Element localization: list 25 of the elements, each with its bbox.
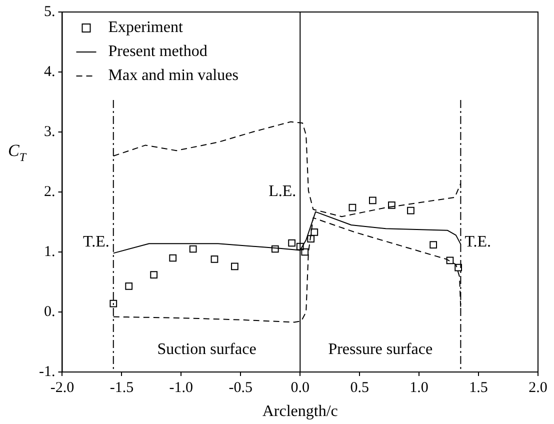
ref-line-label: L.E. bbox=[268, 183, 296, 200]
legend-label: Present method bbox=[108, 43, 208, 60]
x-axis-title: Arclength/c bbox=[262, 403, 338, 420]
annotation: Pressure surface bbox=[328, 341, 433, 358]
ref-line-label: T.E. bbox=[464, 234, 492, 251]
y-tick-label: 1. bbox=[44, 244, 56, 260]
legend-label: Experiment bbox=[108, 19, 184, 36]
x-tick-label: -1.5 bbox=[110, 380, 134, 396]
x-tick-label: 1.0 bbox=[410, 380, 428, 396]
x-tick-label: 0.5 bbox=[350, 380, 369, 396]
y-tick-label: 4. bbox=[44, 64, 56, 80]
y-tick-label: 0. bbox=[44, 304, 56, 320]
y-tick-label: 2. bbox=[44, 184, 56, 200]
x-tick-label: -1.0 bbox=[169, 380, 194, 396]
x-tick-label: 2.0 bbox=[528, 380, 548, 396]
annotation: Suction surface bbox=[157, 341, 256, 358]
legend-label: Max and min values bbox=[108, 67, 238, 84]
x-tick-label: 1.5 bbox=[469, 380, 488, 396]
ref-line-label: T.E. bbox=[83, 234, 110, 251]
x-tick-label: -2.0 bbox=[50, 380, 74, 396]
y-tick-label: 5. bbox=[44, 4, 56, 20]
x-tick-label: 0.0 bbox=[290, 380, 310, 396]
y-tick-label: 3. bbox=[44, 124, 56, 140]
x-tick-label: -0.5 bbox=[228, 380, 253, 396]
y-tick-label: -1. bbox=[38, 364, 56, 380]
